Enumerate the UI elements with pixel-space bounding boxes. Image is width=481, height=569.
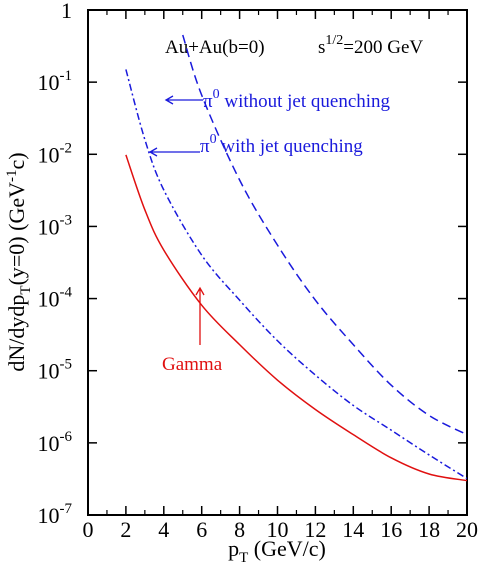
series-line: [125, 69, 467, 480]
x-tick-label: 0: [83, 517, 94, 542]
y-tick-label: 10-7: [38, 501, 73, 528]
y-tick-base: 10: [38, 359, 60, 384]
y-tick-exponent: -2: [60, 140, 73, 156]
y-tick-exponent: -4: [60, 285, 73, 301]
arrow: [164, 95, 203, 105]
x-tick-label: 2: [120, 517, 131, 542]
x-tick-label: 14: [342, 517, 364, 542]
annotation-part: Gamma: [162, 354, 223, 375]
annotation-part: without jet quenching: [220, 91, 391, 112]
y-tick-base: 10: [38, 214, 60, 239]
y-label-part: dN/dydp: [4, 295, 29, 372]
x-label-part: p: [228, 536, 239, 561]
x-axis-label: pT (GeV/c): [228, 536, 326, 566]
annotation-sup: 0: [213, 87, 220, 102]
annotation-part: π: [203, 91, 213, 112]
y-label-part: (y=0) (GeV: [4, 182, 29, 286]
y-label-part: c): [4, 152, 29, 169]
y-axis-label: dN/dydpT(y=0) (GeV-1c): [4, 152, 34, 371]
x-tick-label: 20: [456, 517, 478, 542]
y-tick-label: 1: [61, 0, 72, 23]
plot-frame: [87, 9, 468, 516]
annotation-sup: 0: [210, 132, 217, 147]
y-tick-label: 10-2: [38, 140, 73, 167]
series-line: [125, 154, 467, 482]
y-label-sup: -1: [4, 169, 20, 182]
y-tick-label: 10-3: [38, 212, 73, 239]
y-tick-base: 10: [38, 142, 60, 167]
arrow: [148, 147, 200, 157]
annotation-part: =200 GeV: [343, 37, 423, 58]
annotation: Gamma: [162, 354, 223, 375]
annotation: Au+Au(b=0): [165, 37, 265, 58]
annotation-part: π: [200, 136, 210, 157]
y-tick-base: 10: [38, 287, 60, 312]
annotation-part: s: [318, 37, 325, 58]
x-label-sub: T: [239, 550, 248, 566]
annotation: π0 with jet quenching: [200, 132, 363, 157]
x-label-part: (GeV/c): [248, 536, 326, 561]
y-label-sub: T: [18, 285, 34, 294]
y-tick-label: 10-6: [38, 429, 73, 456]
series-group: [125, 34, 467, 482]
annotation-part: Au+Au(b=0): [165, 37, 265, 58]
annotation: s1/2=200 GeV: [318, 33, 423, 58]
y-tick-exponent: -6: [60, 429, 73, 445]
annotation-part: with jet quenching: [217, 136, 364, 157]
x-tick-label: 8: [234, 517, 245, 542]
y-tick-exponent: -1: [60, 68, 73, 84]
x-tick-label: 18: [418, 517, 440, 542]
y-tick-base: 10: [38, 70, 60, 95]
y-tick-base: 10: [38, 503, 60, 528]
y-tick-exponent: -5: [60, 357, 73, 373]
x-tick-label: 6: [196, 517, 207, 542]
y-tick-label: 10-1: [38, 68, 73, 95]
x-tick-label: 16: [380, 517, 402, 542]
arrow: [195, 286, 205, 345]
y-tick-label: 10-4: [38, 285, 73, 312]
y-tick-label: 10-5: [38, 357, 73, 384]
arrows: [148, 95, 205, 345]
series-line: [182, 34, 467, 436]
x-tick-label: 4: [158, 517, 169, 542]
annotation: π0 without jet quenching: [203, 87, 391, 112]
annotation-sup: 1/2: [325, 33, 343, 48]
x-tick-label: 10: [267, 517, 289, 542]
y-tick-exponent: -7: [60, 501, 73, 517]
x-tick-label: 12: [304, 517, 326, 542]
y-tick-base: 10: [38, 431, 60, 456]
y-tick-exponent: -3: [60, 212, 73, 228]
